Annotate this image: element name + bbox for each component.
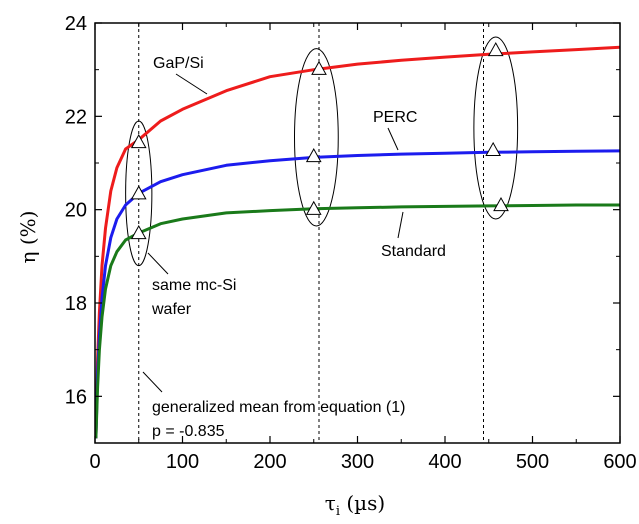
leader-generalized-mean <box>142 371 163 393</box>
triangle-marker-4 <box>311 60 327 75</box>
label-p-value: p = -0.835 <box>152 423 225 440</box>
group-ellipse-1 <box>125 120 153 267</box>
series-line-standard <box>95 203 620 439</box>
x-tick-label: 400 <box>428 451 461 473</box>
leader-gap-si <box>175 73 208 95</box>
group-ellipse-2 <box>294 48 339 227</box>
label-generalized-mean: generalized mean from equation (1) <box>152 399 405 416</box>
label-wafer: wafer <box>151 301 192 318</box>
plot-frame <box>94 22 621 444</box>
label-same-mc-si: same mc-Si <box>152 277 236 294</box>
x-tick-label: 300 <box>341 451 374 473</box>
leader-standard <box>397 211 404 239</box>
series-lines <box>95 45 620 439</box>
y-tick-label: 24 <box>65 13 87 35</box>
triangle-marker-7 <box>487 42 504 57</box>
x-axis-title: τi (µs) <box>325 491 385 519</box>
x-axis-title-unit: (µs) <box>340 491 385 515</box>
y-tick-label: 20 <box>65 200 87 222</box>
x-axis-title-main: τ <box>325 491 336 515</box>
group-ellipse-3 <box>473 36 519 220</box>
label-standard: Standard <box>381 243 446 260</box>
triangle-marker-1 <box>130 133 147 149</box>
leader-perc <box>387 127 399 151</box>
triangle-marker-8 <box>485 141 501 157</box>
triangle-marker-3 <box>130 224 147 240</box>
y-tick-label: 18 <box>65 293 87 315</box>
x-axis-title-sub: i <box>336 504 340 519</box>
x-tick-label: 100 <box>166 451 199 473</box>
triangle-marker-9 <box>493 196 509 212</box>
y-tick-label: 22 <box>65 106 87 128</box>
series-line-gap-si <box>95 45 620 439</box>
x-tick-label: 0 <box>89 451 100 473</box>
y-axis-title: η (%) <box>16 211 40 264</box>
dashed-reference-lines <box>138 23 484 443</box>
axis-ticks: 0 100 200 300 400 500 600 16 18 20 22 24 <box>65 13 637 473</box>
x-tick-label: 200 <box>253 451 286 473</box>
series-line-perc <box>95 149 620 439</box>
x-tick-label: 500 <box>516 451 549 473</box>
triangle-marker-6 <box>305 200 322 215</box>
label-gap-si: GaP/Si <box>153 55 204 72</box>
group-ellipses <box>125 36 519 267</box>
triangle-markers <box>130 42 509 240</box>
leader-same-wafer <box>147 252 169 275</box>
x-tick-label: 600 <box>603 451 636 473</box>
label-perc: PERC <box>373 109 417 126</box>
y-tick-label: 16 <box>65 386 87 408</box>
triangle-marker-2 <box>130 185 147 200</box>
triangle-marker-5 <box>305 147 322 163</box>
